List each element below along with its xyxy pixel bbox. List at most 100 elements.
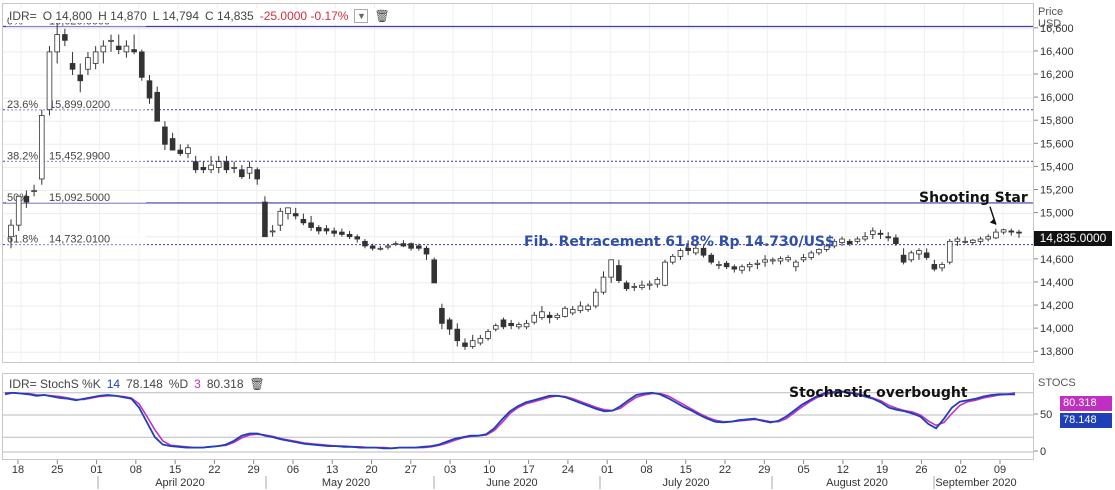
candle-body bbox=[739, 266, 745, 271]
candle-body bbox=[54, 34, 60, 53]
candle-body bbox=[300, 218, 307, 224]
candle-body bbox=[62, 34, 68, 41]
candle-body bbox=[354, 236, 361, 240]
candle-body bbox=[785, 257, 791, 261]
fib-pct-label: 38.2% bbox=[7, 150, 38, 162]
fib-value-label: 15,899.0200 bbox=[49, 99, 110, 111]
candle-body bbox=[15, 195, 22, 226]
candle-body bbox=[439, 307, 445, 324]
chevron-down-icon[interactable]: ▼ bbox=[354, 9, 369, 23]
price-chart-panel[interactable]: 0%16,620.000023.6%15,899.020038.2%15,452… bbox=[2, 3, 1034, 363]
candle-body bbox=[477, 337, 484, 344]
candle-body bbox=[993, 231, 999, 239]
candle-body bbox=[285, 207, 291, 215]
fib-value-label: 14,732.0100 bbox=[49, 234, 110, 246]
candle-body bbox=[585, 305, 591, 310]
fib-label-bg bbox=[6, 98, 146, 110]
x-day-label: 22 bbox=[719, 464, 731, 476]
candle-body bbox=[616, 265, 622, 282]
x-day-label: 15 bbox=[169, 464, 181, 476]
candle-body bbox=[200, 167, 207, 171]
candle-body bbox=[169, 138, 176, 151]
y-tick-label: 16,000 bbox=[1040, 92, 1074, 104]
candle-body bbox=[239, 169, 245, 178]
candle-body bbox=[862, 236, 868, 240]
candle-body bbox=[593, 291, 599, 307]
candle-body bbox=[631, 285, 638, 288]
trash-icon[interactable]: 🗑 bbox=[249, 376, 265, 391]
y-tick-label: 15,000 bbox=[1040, 208, 1074, 220]
candle-body bbox=[554, 314, 561, 318]
candle-body bbox=[970, 239, 976, 243]
candle-body bbox=[846, 240, 853, 245]
candle-body bbox=[762, 259, 768, 263]
candle-body bbox=[331, 230, 337, 234]
y-tick-label: 14,600 bbox=[1040, 254, 1074, 266]
candle-body bbox=[700, 247, 707, 256]
x-day-label: 15 bbox=[680, 464, 692, 476]
candle-body bbox=[716, 264, 722, 266]
price-chart-svg[interactable]: 0%16,620.000023.6%15,899.020038.2%15,452… bbox=[3, 4, 1033, 362]
candle-body bbox=[916, 250, 922, 255]
candle-body bbox=[8, 224, 14, 238]
candle-body bbox=[446, 319, 453, 330]
candle-body bbox=[469, 340, 476, 347]
x-day-label: 27 bbox=[405, 464, 417, 476]
candle-body bbox=[185, 147, 191, 154]
candle-body bbox=[369, 245, 376, 249]
candle-body bbox=[939, 264, 945, 269]
x-day-label: 29 bbox=[248, 464, 260, 476]
y-tick-label: 14,000 bbox=[1040, 323, 1074, 335]
x-day-label: 02 bbox=[955, 464, 967, 476]
stoch-d-period: 3 bbox=[194, 377, 201, 391]
stochastic-svg[interactable] bbox=[3, 374, 1033, 459]
candle-body bbox=[316, 227, 322, 232]
candle-body bbox=[385, 245, 391, 248]
x-month-label: May 2020 bbox=[322, 477, 370, 489]
x-day-label: 12 bbox=[837, 464, 849, 476]
stoch-header: IDR= StochS %K 14 78.148 %D 3 80.318 🗑 bbox=[9, 377, 265, 391]
shooting-star-annotation: Shooting Star bbox=[919, 190, 1028, 206]
stochastic-panel[interactable]: IDR= StochS %K 14 78.148 %D 3 80.318 🗑 S… bbox=[2, 373, 1034, 460]
y-tick-label: 15,600 bbox=[1040, 138, 1074, 150]
candle-body bbox=[85, 57, 91, 70]
candle-body bbox=[516, 324, 522, 328]
candle-body bbox=[416, 245, 422, 249]
candle-body bbox=[77, 74, 84, 82]
candle-body bbox=[639, 284, 645, 288]
candle-body bbox=[839, 238, 845, 243]
y-tick-label: 14,200 bbox=[1040, 300, 1074, 312]
x-day-label: 13 bbox=[326, 464, 338, 476]
candle-body bbox=[693, 247, 699, 254]
candle-body bbox=[877, 232, 884, 235]
quote-header: IDR= O 14,800 H 14,870 L 14,794 C 14,835… bbox=[9, 8, 390, 23]
candle-body bbox=[146, 80, 153, 99]
candle-body bbox=[608, 259, 614, 278]
y-tick-label: 14,400 bbox=[1040, 277, 1074, 289]
candle-body bbox=[339, 231, 345, 235]
candle-body bbox=[69, 63, 76, 70]
candle-body bbox=[139, 51, 145, 78]
candle-body bbox=[254, 169, 261, 180]
candle-body bbox=[192, 161, 199, 171]
candle-body bbox=[423, 247, 430, 255]
candle-body bbox=[123, 45, 130, 53]
x-day-label: 05 bbox=[797, 464, 809, 476]
trash-icon[interactable]: 🗑 bbox=[374, 8, 390, 23]
candle-body bbox=[231, 167, 237, 169]
y-tick-label: 15,800 bbox=[1040, 115, 1074, 127]
x-day-label: 26 bbox=[915, 464, 927, 476]
y-tick-label: 15,400 bbox=[1040, 161, 1074, 173]
fib-value-label: 15,092.5000 bbox=[49, 192, 110, 204]
price-axis-caption: Price USD bbox=[1038, 6, 1063, 30]
fib-label-bg bbox=[6, 191, 146, 203]
y-tick-label: 13,800 bbox=[1040, 346, 1074, 358]
y-tick-label: 16,200 bbox=[1040, 69, 1074, 81]
candle-body bbox=[408, 243, 414, 249]
candle-body bbox=[462, 342, 468, 347]
arrow-head bbox=[989, 218, 996, 225]
candle-body bbox=[292, 213, 299, 217]
current-price-badge: 14,835.0000 bbox=[1034, 231, 1112, 246]
stoch-label: IDR= StochS %K bbox=[9, 377, 101, 391]
candle-body bbox=[38, 115, 45, 180]
